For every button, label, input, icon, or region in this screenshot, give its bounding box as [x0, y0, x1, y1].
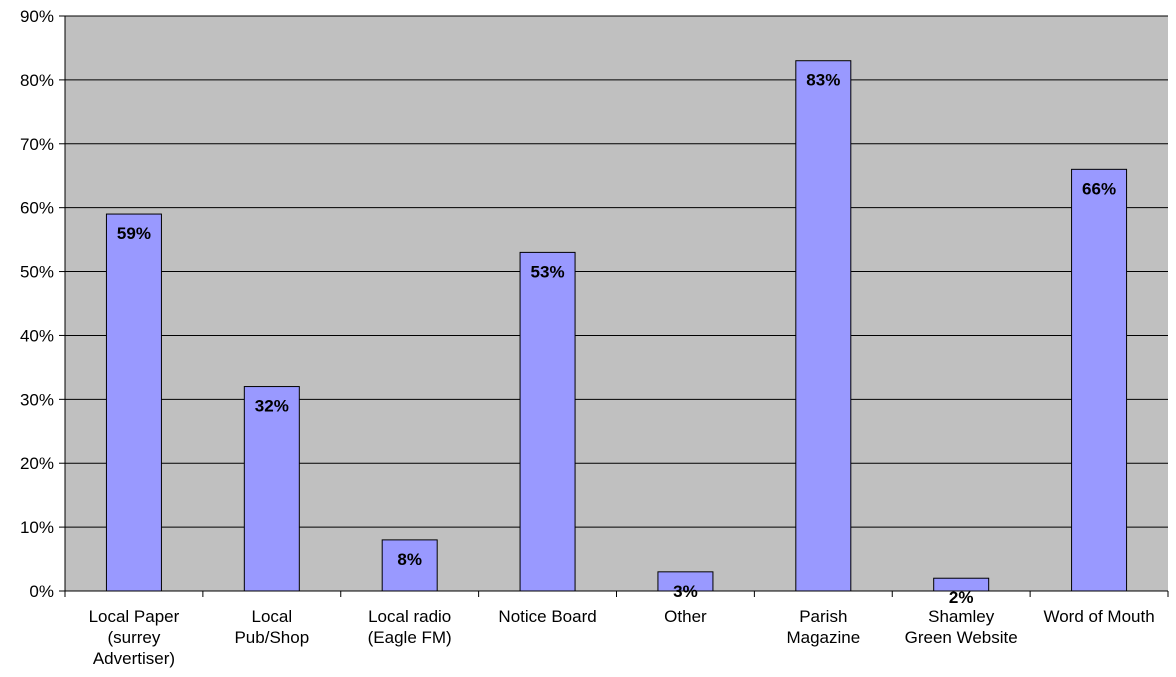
data-label-1: 32% [255, 397, 289, 416]
y-tick-label: 90% [20, 7, 54, 26]
bar-0 [106, 214, 161, 591]
data-label-2: 8% [397, 550, 422, 569]
data-label-7: 66% [1082, 179, 1116, 198]
y-tick-label: 50% [20, 263, 54, 282]
y-tick-label: 70% [20, 135, 54, 154]
plot-area [65, 16, 1168, 591]
y-tick-label: 20% [20, 454, 54, 473]
x-category-label-3: Notice Board [498, 607, 596, 626]
y-tick-label: 80% [20, 71, 54, 90]
y-tick-label: 60% [20, 199, 54, 218]
y-tick-label: 30% [20, 390, 54, 409]
bar-5 [796, 61, 851, 591]
x-axis-categories: Local Paper (surrey Advertiser) Local Pub/Sh… [89, 607, 1155, 668]
x-category-label-0: Local Paper (surrey Advertiser) [89, 607, 180, 668]
x-category-label-7: Word of Mouth [1043, 607, 1154, 626]
x-category-label-5: Parish Magazine [786, 607, 860, 647]
data-label-0: 59% [117, 224, 151, 243]
bar-1 [244, 387, 299, 591]
bar-7 [1072, 169, 1127, 591]
bar-3 [520, 252, 575, 591]
y-tick-label: 10% [20, 518, 54, 537]
x-category-label-6: Shamley Green Website [905, 607, 1018, 647]
y-tick-label: 40% [20, 326, 54, 345]
x-category-label-4: Other [664, 607, 707, 626]
data-label-5: 83% [806, 71, 840, 90]
y-tick-label: 0% [29, 582, 54, 601]
x-category-label-2: Local radio (Eagle FM) [368, 607, 452, 647]
y-axis-ticks: 0% 10% 20% 30% 40% 50% 60% 70% 80% 90% [20, 7, 65, 601]
data-label-3: 53% [531, 262, 565, 281]
x-category-label-1: Local Pub/Shop [234, 607, 309, 647]
